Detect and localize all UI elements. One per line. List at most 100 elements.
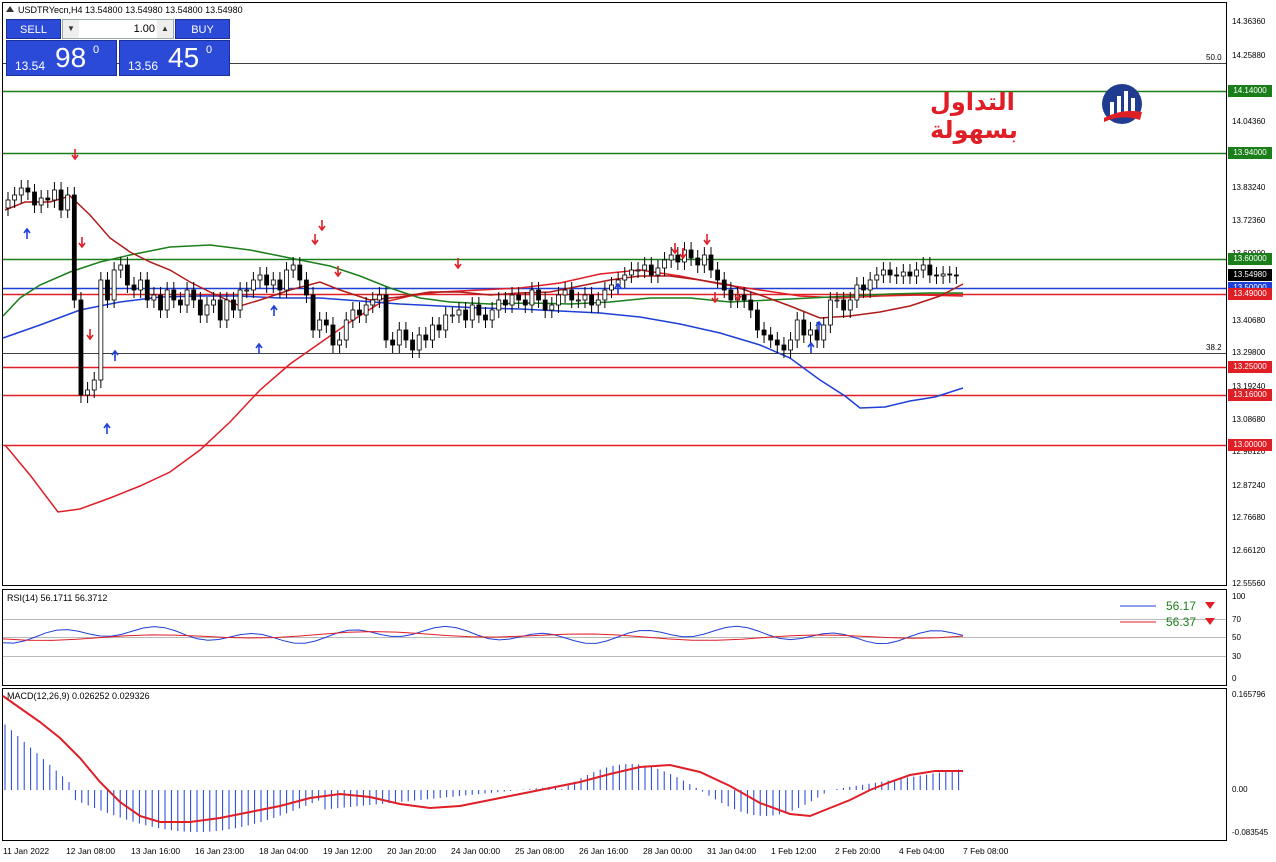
logo-text: التداول بسهولة <box>930 88 1018 144</box>
sell-button[interactable]: SELL <box>6 19 61 39</box>
fractal-down-arrow-icon <box>78 237 86 249</box>
fractal-down-arrow-icon <box>671 243 679 255</box>
buy-price-small: 13.56 <box>128 59 159 73</box>
candle-body <box>774 339 780 346</box>
sell-price-box[interactable]: 13.54 98 0 <box>6 40 117 76</box>
candle-body <box>363 304 369 316</box>
candle-body <box>761 329 767 336</box>
fractal-down-arrow-icon <box>703 234 711 246</box>
candle-body <box>874 274 880 281</box>
candle-body <box>755 309 760 331</box>
fractal-down-arrow-icon <box>734 290 742 302</box>
time-axis-label: 28 Jan 00:00 <box>643 846 693 856</box>
rsi-axis-label: 30 <box>1232 652 1241 661</box>
candle-body <box>900 271 906 277</box>
candle-body <box>423 334 429 341</box>
candle-body <box>171 289 177 301</box>
candle-body <box>814 329 820 341</box>
candle-body <box>257 274 263 281</box>
buy-price-box[interactable]: 13.56 45 0 <box>119 40 230 76</box>
fractal-up-arrow-icon <box>807 341 815 353</box>
price-axis-label: 12.76680 <box>1232 513 1266 522</box>
candle-body <box>124 264 130 286</box>
candle-body <box>675 254 681 263</box>
fractal-markers <box>23 149 823 434</box>
level-tag: 13.54980 <box>1228 269 1272 281</box>
chart-menu-icon[interactable] <box>6 6 14 12</box>
fractal-down-arrow-icon <box>318 220 326 232</box>
fractal-up-arrow-icon <box>614 282 622 294</box>
candle-body <box>264 274 270 286</box>
candle-body <box>907 271 913 277</box>
lot-increase-arrow-icon[interactable]: ▲ <box>157 20 173 38</box>
macd-axis-zero: 0.00 <box>1232 785 1248 794</box>
candle-body <box>741 294 747 301</box>
candle-body <box>549 304 555 311</box>
main-chart-frame <box>2 2 1227 586</box>
candle-body <box>542 299 548 311</box>
candle-body <box>151 294 157 301</box>
candle-body <box>430 324 435 341</box>
candle-body <box>396 329 402 346</box>
sell-price-big: 98 <box>55 42 87 73</box>
ma-green <box>2 244 963 317</box>
rsi-legend-value-2: 56.37 <box>1166 615 1197 629</box>
candle-body <box>45 197 51 201</box>
candle-body <box>847 299 853 311</box>
rsi-axis-label: 50 <box>1232 633 1241 642</box>
candle-body <box>768 334 774 341</box>
candle-body <box>164 289 170 311</box>
candle-body <box>58 189 64 211</box>
candle-body <box>383 294 389 341</box>
candle-body <box>71 194 77 301</box>
candle-body <box>436 324 442 331</box>
candle-body <box>648 264 654 276</box>
sell-price-small: 13.54 <box>15 59 46 73</box>
candle-body <box>78 299 84 396</box>
lot-size-input[interactable] <box>80 21 155 37</box>
watermark-logo: التداول بسهولة <box>930 82 1145 144</box>
candle-body <box>118 264 124 271</box>
candle-body <box>801 319 807 336</box>
candle-body <box>416 334 422 351</box>
candle-body <box>390 339 396 346</box>
candle-body <box>629 269 634 276</box>
candle-body <box>934 274 939 277</box>
candle-body <box>231 299 236 311</box>
fractal-down-arrow-icon <box>311 234 319 246</box>
fractal-up-arrow-icon <box>103 422 111 434</box>
candle-body <box>522 299 528 306</box>
candle-body <box>695 257 701 266</box>
candle-body <box>887 269 893 276</box>
candle-body <box>469 304 475 321</box>
candle-body <box>32 191 37 206</box>
candle-body <box>370 299 376 306</box>
price-axis-label: 13.40680 <box>1232 316 1266 325</box>
price-axis-label: 12.87240 <box>1232 481 1266 490</box>
time-axis-label: 4 Feb 04:00 <box>899 846 945 856</box>
sell-price-sup: 0 <box>93 44 100 56</box>
candle-body <box>602 289 608 301</box>
candle-body <box>297 264 303 281</box>
candle-body <box>516 294 522 301</box>
level-tag: 13.49000 <box>1228 288 1272 300</box>
candle-body <box>861 284 866 291</box>
candle-body <box>569 289 575 301</box>
candle-body <box>158 294 163 311</box>
candle-body <box>748 299 754 311</box>
candlesticks <box>5 180 959 403</box>
candle-body <box>376 294 382 301</box>
candle-body <box>138 279 144 291</box>
ma-blue <box>2 295 964 409</box>
candle-body <box>197 299 203 316</box>
macd-label: MACD(12,26,9) 0.026252 0.029326 <box>7 691 150 701</box>
price-axis-label: 13.08680 <box>1232 415 1266 424</box>
macd-histogram <box>4 724 960 832</box>
price-axis-label: 13.83240 <box>1232 183 1266 192</box>
ma-darkred-fast <box>4 195 964 319</box>
lot-decrease-arrow-icon[interactable]: ▼ <box>63 20 79 38</box>
rsi-signal-line <box>2 631 964 641</box>
fractal-down-arrow-icon <box>679 248 687 260</box>
buy-button[interactable]: BUY <box>175 19 230 39</box>
